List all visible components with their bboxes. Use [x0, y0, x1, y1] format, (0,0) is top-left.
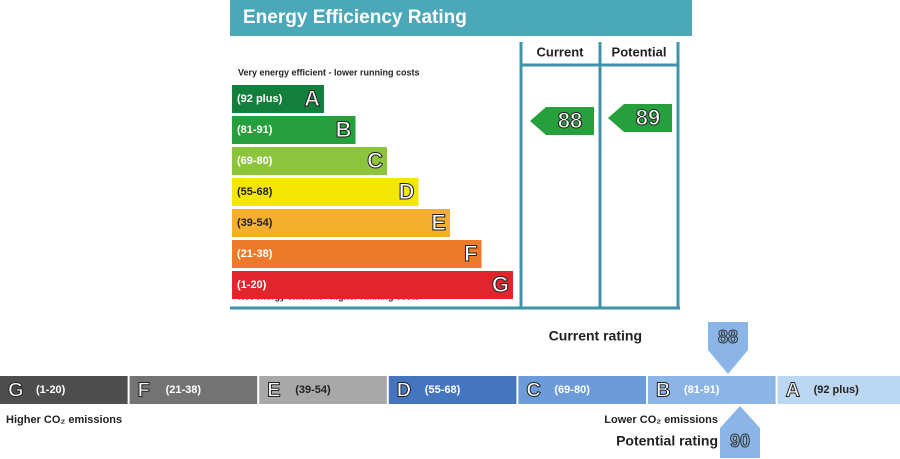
- co2-range: (81-91): [684, 384, 720, 396]
- band-range: (1-20): [237, 279, 267, 291]
- rating-value: 89: [636, 105, 660, 130]
- band: [232, 240, 482, 268]
- band: [232, 209, 450, 237]
- column-header: Current: [537, 44, 585, 59]
- band-letter: B: [336, 117, 352, 142]
- band: [232, 271, 513, 299]
- top-note: Very energy efficient - lower running co…: [238, 67, 420, 77]
- co2-band: [518, 376, 646, 404]
- current-marker: [708, 322, 748, 374]
- co2-range: (1-20): [36, 384, 66, 396]
- co2-band: [129, 376, 258, 404]
- potential-value: 90: [730, 431, 750, 451]
- frame: [230, 42, 680, 310]
- co2-range: (55-68): [425, 384, 461, 396]
- co2-band: [648, 376, 776, 404]
- potential-marker: [720, 406, 760, 458]
- band-range: (55-68): [237, 186, 273, 198]
- co2-band: [388, 376, 517, 404]
- current-value: 88: [718, 327, 738, 347]
- column-header: Potential: [612, 44, 667, 59]
- band: [232, 116, 356, 144]
- co2-band: [259, 376, 387, 404]
- co2-range: (39-54): [295, 384, 331, 396]
- co2-letter: C: [526, 379, 540, 401]
- co2-letter: A: [786, 379, 800, 401]
- band-range: (69-80): [237, 155, 273, 167]
- title: Energy Efficiency Rating: [243, 7, 467, 28]
- low-label: Lower CO₂ emissions: [604, 414, 718, 426]
- co2-range: (92 plus): [814, 384, 860, 396]
- co2-letter: G: [8, 379, 24, 401]
- band-letter: A: [304, 86, 320, 111]
- co2-letter: D: [397, 379, 411, 401]
- co2-letter: B: [656, 379, 670, 401]
- potential-label: Potential rating: [616, 433, 718, 449]
- band-range: (21-38): [237, 248, 273, 260]
- band: [232, 85, 324, 113]
- rating-value: 88: [558, 108, 582, 133]
- band-range: (81-91): [237, 124, 273, 136]
- band-letter: G: [492, 272, 509, 297]
- band: [232, 147, 387, 175]
- band: [232, 178, 419, 206]
- band-range: (39-54): [237, 217, 273, 229]
- band-letter: C: [367, 148, 383, 173]
- co2-range: (69-80): [554, 384, 590, 396]
- band-letter: E: [431, 210, 446, 235]
- current-label: Current rating: [549, 328, 642, 344]
- co2-letter: F: [138, 379, 150, 401]
- rating-arrow: [608, 104, 672, 132]
- co2-letter: E: [267, 379, 280, 401]
- band-letter: F: [464, 241, 477, 266]
- co2-range: (21-38): [166, 384, 202, 396]
- band-range: (92 plus): [237, 93, 283, 105]
- rating-arrow: [530, 107, 594, 135]
- co2-band: [777, 376, 900, 404]
- high-label: Higher CO₂ emissions: [6, 414, 122, 426]
- co2-band: [0, 376, 128, 404]
- title-bar: [230, 0, 692, 36]
- band-letter: D: [399, 179, 415, 204]
